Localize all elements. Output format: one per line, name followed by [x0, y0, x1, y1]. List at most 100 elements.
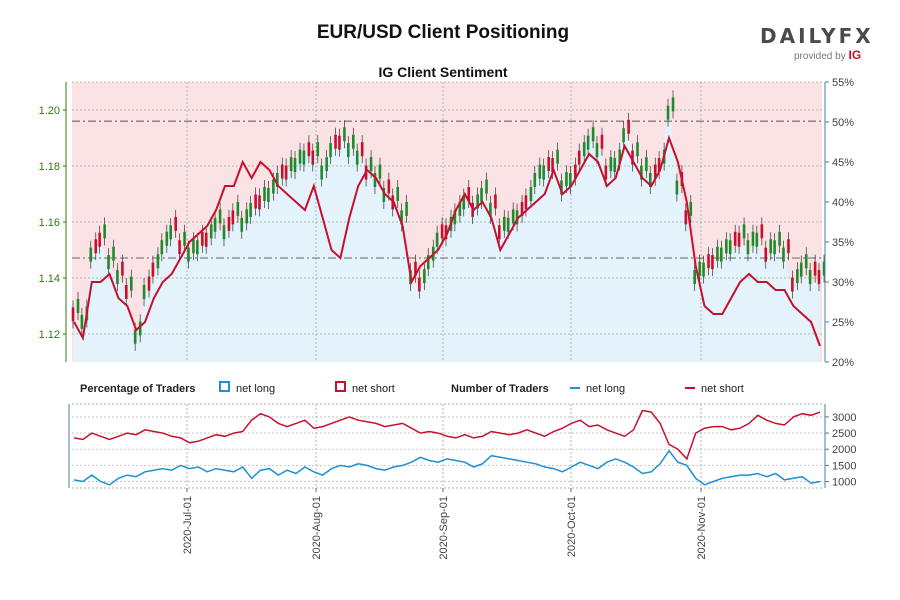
candle-body: [586, 135, 590, 150]
sentiment-tick-label: 25%: [832, 317, 854, 329]
candle-body: [76, 299, 80, 313]
sentiment-tick-label: 40%: [832, 197, 854, 209]
candle-body: [640, 165, 643, 180]
candle-body: [485, 179, 488, 194]
candle-body: [538, 164, 542, 179]
candle-body: [515, 210, 519, 225]
candle-body: [760, 224, 764, 239]
candle-body: [347, 143, 350, 158]
legend: Percentage of Traders net long net short Nu…: [80, 381, 744, 395]
candle-body: [192, 239, 195, 254]
candle-body: [671, 97, 675, 112]
candle-body: [112, 246, 115, 261]
candle-body: [648, 173, 652, 187]
price-tick-label: 1.20: [39, 105, 60, 117]
candle-body: [227, 216, 231, 231]
candle-body: [453, 210, 457, 225]
legend-percentage-title: Percentage of Traders: [80, 383, 196, 395]
candle-body: [746, 240, 750, 255]
candle-body: [689, 201, 693, 216]
candle-body: [187, 247, 190, 262]
candle-body: [156, 254, 160, 269]
candle-body: [657, 158, 661, 173]
sentiment-tick-label: 35%: [832, 237, 854, 249]
candle-body: [240, 217, 244, 232]
candle-body: [799, 262, 803, 277]
legend-short-label: net short: [352, 383, 395, 395]
candle-body: [338, 135, 341, 150]
candle-body: [103, 224, 106, 239]
candle-body: [591, 127, 595, 142]
candle-body: [280, 164, 284, 179]
candle-body: [618, 149, 622, 164]
candle-body: [201, 231, 204, 246]
candle-body: [302, 150, 306, 165]
candle-body: [547, 157, 550, 172]
candle-body: [418, 277, 421, 292]
x-tick-label: 2020-Jul-01: [182, 496, 194, 554]
candle-body: [813, 261, 817, 276]
candle-body: [675, 180, 679, 195]
candle-body: [444, 225, 448, 240]
candle-body: [284, 165, 288, 180]
candle-body: [716, 246, 719, 261]
candle-body: [645, 157, 648, 172]
count-tick-label: 3000: [832, 412, 856, 424]
count-tick-label: 1500: [832, 460, 856, 472]
legend-number-long-label: net long: [586, 383, 625, 395]
candle-body: [524, 195, 528, 210]
net-short-line: [73, 134, 821, 347]
candle-body: [94, 239, 98, 254]
candle-body: [693, 270, 696, 285]
candle-body: [124, 285, 128, 299]
legend-long-label: net long: [236, 383, 275, 395]
candle-body: [804, 254, 808, 269]
legend-short-box: [335, 381, 346, 392]
candle-body: [604, 165, 608, 180]
count-net-long-line: [73, 449, 821, 486]
candle-body: [733, 231, 737, 246]
legend-number-title: Number of Traders: [451, 383, 549, 395]
candle-body: [352, 134, 355, 149]
sentiment-tick-label: 20%: [832, 357, 854, 369]
candle-body: [822, 261, 826, 276]
candle-body: [165, 231, 169, 246]
candle-body: [720, 247, 723, 262]
candle-body: [378, 164, 382, 179]
candle-body: [116, 270, 119, 285]
candle-body: [316, 142, 320, 157]
candle-body: [334, 134, 337, 149]
candle-body: [222, 225, 226, 240]
candle-body: [196, 240, 199, 255]
candle-body: [147, 276, 151, 291]
candle-body: [787, 239, 790, 254]
candle-body: [440, 224, 444, 239]
candle-body: [502, 216, 506, 231]
sentiment-price-chart: 1.12 1.14 1.16 1.18 1.20 20% 25% 30% 35% 40% 45% 50…: [39, 77, 855, 369]
candle-body: [817, 270, 821, 285]
candle-body: [89, 247, 93, 262]
price-tick-label: 1.18: [39, 161, 60, 173]
candle-body: [396, 187, 400, 201]
candle-body: [272, 179, 275, 194]
count-tick-label: 1000: [832, 477, 856, 489]
candle-body: [711, 255, 714, 270]
candle-body: [71, 307, 75, 322]
candle-body: [373, 173, 377, 187]
x-tick-label: 2020-Nov-01: [696, 496, 708, 560]
candle-body: [769, 239, 773, 254]
candle-body: [414, 261, 417, 276]
candle-body: [462, 195, 466, 210]
candle-body: [249, 202, 252, 217]
sentiment-tick-label: 45%: [832, 157, 854, 169]
candle-body: [577, 150, 581, 165]
candle-body: [382, 187, 386, 202]
candle-body: [204, 232, 208, 247]
candle-body: [360, 142, 364, 157]
candle-body: [613, 158, 617, 173]
candle-body: [551, 158, 554, 173]
candle-body: [622, 128, 625, 143]
candle-body: [289, 157, 293, 172]
candle-body: [556, 149, 559, 164]
